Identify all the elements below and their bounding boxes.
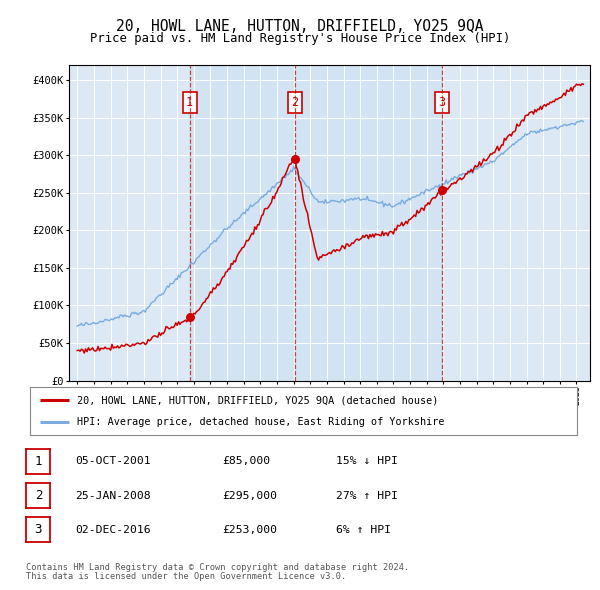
Text: 27% ↑ HPI: 27% ↑ HPI	[336, 491, 398, 500]
Text: 3: 3	[439, 96, 446, 109]
Text: £295,000: £295,000	[222, 491, 277, 500]
Text: 3: 3	[35, 523, 42, 536]
Text: £85,000: £85,000	[222, 457, 270, 466]
Bar	[190, 65, 442, 381]
Text: 20, HOWL LANE, HUTTON, DRIFFIELD, YO25 9QA (detached house): 20, HOWL LANE, HUTTON, DRIFFIELD, YO25 9…	[77, 395, 438, 405]
Text: 2: 2	[291, 96, 298, 109]
Text: 25-JAN-2008: 25-JAN-2008	[75, 491, 151, 500]
Text: 15% ↓ HPI: 15% ↓ HPI	[336, 457, 398, 466]
Text: 6% ↑ HPI: 6% ↑ HPI	[336, 525, 391, 535]
Text: £253,000: £253,000	[222, 525, 277, 535]
Text: HPI: Average price, detached house, East Riding of Yorkshire: HPI: Average price, detached house, East…	[77, 417, 444, 427]
Text: 2: 2	[35, 489, 42, 502]
Text: Contains HM Land Registry data © Crown copyright and database right 2024.: Contains HM Land Registry data © Crown c…	[26, 563, 410, 572]
Text: This data is licensed under the Open Government Licence v3.0.: This data is licensed under the Open Gov…	[26, 572, 347, 581]
Text: 1: 1	[35, 455, 42, 468]
Text: 1: 1	[186, 96, 193, 109]
Text: 02-DEC-2016: 02-DEC-2016	[75, 525, 151, 535]
Text: 20, HOWL LANE, HUTTON, DRIFFIELD, YO25 9QA: 20, HOWL LANE, HUTTON, DRIFFIELD, YO25 9…	[116, 19, 484, 34]
Text: Price paid vs. HM Land Registry's House Price Index (HPI): Price paid vs. HM Land Registry's House …	[90, 32, 510, 45]
Text: 05-OCT-2001: 05-OCT-2001	[75, 457, 151, 466]
